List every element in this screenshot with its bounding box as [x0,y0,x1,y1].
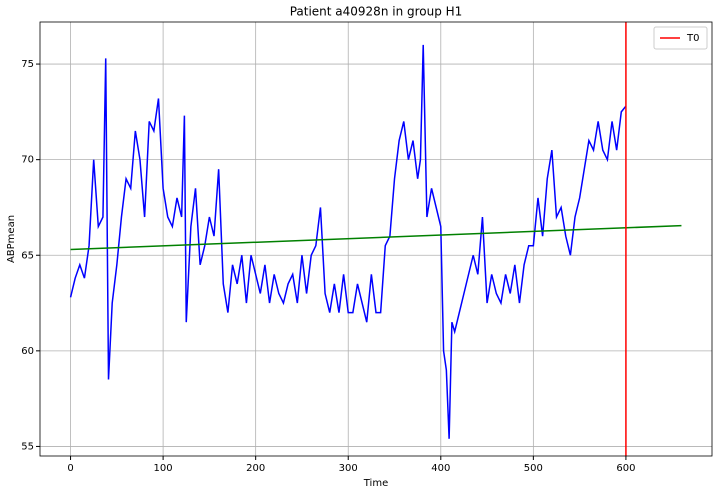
x-tick-label: 200 [246,463,265,474]
x-tick-label: 600 [616,463,635,474]
y-tick-label: 70 [21,155,34,166]
x-tick-label: 100 [154,463,173,474]
x-tick-label: 500 [524,463,543,474]
plot-frame [39,21,713,457]
y-tick-label: 60 [21,346,34,357]
y-tick-label: 65 [21,250,34,261]
legend-label: T0 [686,33,699,44]
x-tick-label: 300 [339,463,358,474]
y-axis-label: ABPmean [6,215,17,263]
chart-title: Patient a40928n in group H1 [290,5,463,19]
x-axis-label: Time [363,478,388,489]
y-tick-label: 55 [21,441,34,452]
data-line [70,224,682,251]
data-line [69,44,627,439]
legend-box [653,26,708,50]
y-tick-label: 75 [21,59,34,70]
x-tick-label: 400 [431,463,450,474]
x-tick-label: 0 [67,463,73,474]
